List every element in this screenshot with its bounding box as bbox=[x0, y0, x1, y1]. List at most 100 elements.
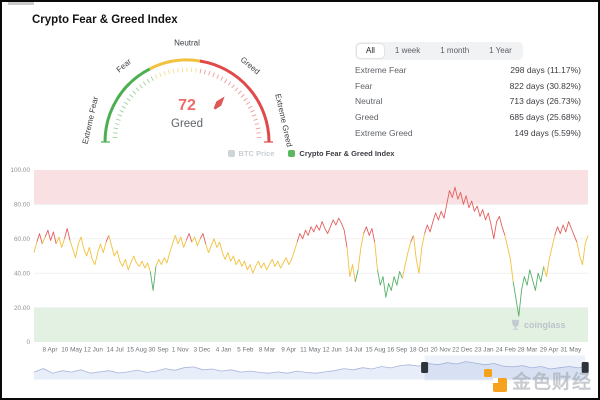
stat-label: Extreme Fear bbox=[355, 64, 407, 75]
fear-greed-series-segment bbox=[108, 235, 151, 272]
gauge-arc-segment bbox=[199, 59, 271, 143]
x-axis-label: 20 Nov bbox=[430, 347, 451, 354]
gauge-tick bbox=[146, 78, 150, 84]
gauge-label-neutral: Neutral bbox=[174, 39, 200, 48]
x-axis-label: 29 Apr bbox=[540, 347, 559, 354]
navigator-handle-left[interactable] bbox=[421, 362, 429, 373]
x-axis-label: 12 Jun bbox=[84, 347, 104, 354]
stat-label: Fear bbox=[355, 80, 373, 91]
x-axis-label: 15 Aug bbox=[366, 347, 386, 354]
x-axis-label: 18 Oct bbox=[409, 347, 428, 354]
x-axis-label: 16 Sep bbox=[387, 347, 408, 354]
gauge-tick bbox=[154, 74, 158, 79]
gauge-tick bbox=[240, 94, 245, 98]
fear-greed-gauge: Extreme Fear Fear Neutral Greed Extreme Gree… bbox=[81, 39, 294, 148]
fear-greed-series-segment bbox=[413, 233, 426, 274]
gauge-tick bbox=[139, 84, 143, 89]
legend-marker bbox=[227, 150, 235, 157]
gauge-tick bbox=[113, 127, 119, 130]
tab-1-month[interactable]: 1 month bbox=[440, 46, 470, 55]
fear-greed-series-segment bbox=[199, 233, 207, 245]
stat-value: 685 days (25.68%) bbox=[509, 111, 581, 122]
x-axis-label: 8 Mar bbox=[259, 347, 276, 354]
gauge-tick bbox=[142, 81, 147, 86]
fear-greed-series-segment bbox=[296, 217, 348, 248]
gauge-label-fear: Fear bbox=[115, 57, 134, 75]
tab-1-week[interactable]: 1 week bbox=[394, 46, 421, 55]
gauge-tick bbox=[237, 90, 242, 95]
gauge-tick bbox=[245, 101, 251, 105]
stat-row-greed: Greed 685 days (25.68%) bbox=[355, 109, 581, 125]
fear-greed-series-segment bbox=[105, 235, 110, 243]
legend-item-btc-price[interactable]: BTC Price bbox=[227, 149, 275, 158]
fear-greed-series-segment bbox=[36, 233, 43, 245]
x-axis-label: 23 Jan bbox=[474, 347, 494, 354]
gauge-tick bbox=[121, 105, 126, 109]
gauge-tick bbox=[114, 123, 120, 126]
plot-band bbox=[34, 170, 588, 205]
x-axis-label: 12 Jun bbox=[322, 347, 342, 354]
fear-greed-series-segment bbox=[191, 236, 201, 247]
y-axis-label: 40.00 bbox=[14, 270, 30, 277]
x-axis-label: 9 Apr bbox=[281, 347, 297, 354]
gauge-tick bbox=[129, 94, 134, 98]
gauge-tick bbox=[255, 127, 261, 130]
gauge-tick bbox=[220, 76, 224, 81]
gauge-tick bbox=[126, 97, 131, 102]
gauge-tick bbox=[159, 72, 162, 78]
fear-greed-series-segment bbox=[354, 269, 359, 282]
gauge-tick bbox=[163, 70, 166, 76]
fear-greed-series-segment bbox=[576, 235, 589, 266]
y-axis-label: 80.00 bbox=[14, 202, 30, 209]
jinse-logo-icon bbox=[483, 369, 507, 392]
range-tabs: All 1 week 1 month 1 Year bbox=[355, 42, 523, 60]
gauge-tick bbox=[254, 123, 260, 126]
coinglass-logo-icon bbox=[511, 319, 520, 330]
gauge-classification: Greed bbox=[171, 118, 203, 130]
y-axis-label: 0 bbox=[26, 339, 30, 346]
stat-row-extreme-greed: Extreme Greed 149 days (5.59%) bbox=[355, 125, 581, 141]
x-axis-label: 28 Mar bbox=[517, 347, 538, 354]
gauge-tick bbox=[117, 114, 123, 117]
x-axis-label: 10 May bbox=[61, 347, 83, 354]
coinglass-watermark-text: coinglass bbox=[524, 319, 566, 330]
stat-value: 149 days (5.59%) bbox=[514, 127, 581, 138]
gauge-tick bbox=[195, 68, 197, 73]
fear-greed-series-segment bbox=[357, 233, 365, 270]
fear-greed-series-segment bbox=[401, 242, 412, 279]
stat-value: 822 days (30.82%) bbox=[509, 80, 581, 91]
gauge-tick bbox=[224, 78, 228, 84]
gauge-tick bbox=[113, 132, 118, 134]
gauge-tick bbox=[212, 72, 215, 78]
fear-greed-series-segment bbox=[377, 269, 403, 298]
fear-greed-series-segment bbox=[185, 233, 193, 243]
fear-greed-series-segment bbox=[33, 242, 38, 253]
x-axis-label: 4 Jan bbox=[216, 347, 232, 354]
x-axis-label: 11 May bbox=[300, 347, 321, 354]
gauge-tick bbox=[256, 132, 261, 134]
legend-item-crypto-fear-greed-index[interactable]: Crypto Fear & Greed Index bbox=[288, 149, 394, 158]
gauge-tick bbox=[172, 68, 175, 74]
x-axis-label: 15 Aug bbox=[127, 347, 147, 354]
fear-greed-series-segment bbox=[410, 235, 414, 243]
gauge-arc-segment bbox=[103, 67, 151, 143]
gauge-tick bbox=[168, 69, 171, 75]
legend-label: BTC Price bbox=[238, 149, 275, 158]
gauge-arc-segment bbox=[149, 58, 201, 71]
tab-all[interactable]: All bbox=[357, 44, 384, 58]
gauge-tick bbox=[123, 101, 129, 105]
y-axis-label: 60.00 bbox=[14, 236, 30, 243]
stat-row-extreme-fear: Extreme Fear 298 days (11.17%) bbox=[355, 62, 581, 78]
gauge-tick bbox=[231, 84, 235, 89]
fear-greed-series-segment bbox=[512, 266, 545, 317]
tab-1-year[interactable]: 1 Year bbox=[489, 46, 512, 55]
gauge-tick bbox=[227, 81, 232, 86]
x-axis-label: 14 Jul bbox=[107, 347, 124, 354]
fear-greed-series-segment bbox=[346, 247, 356, 282]
gauge-tick bbox=[208, 70, 211, 76]
fear-greed-series-segment bbox=[543, 235, 556, 278]
jinse-finance-watermark: 金色财经 bbox=[483, 367, 592, 394]
gauge-value: 72 bbox=[178, 97, 196, 114]
x-axis-label: 5 Feb bbox=[237, 347, 254, 354]
